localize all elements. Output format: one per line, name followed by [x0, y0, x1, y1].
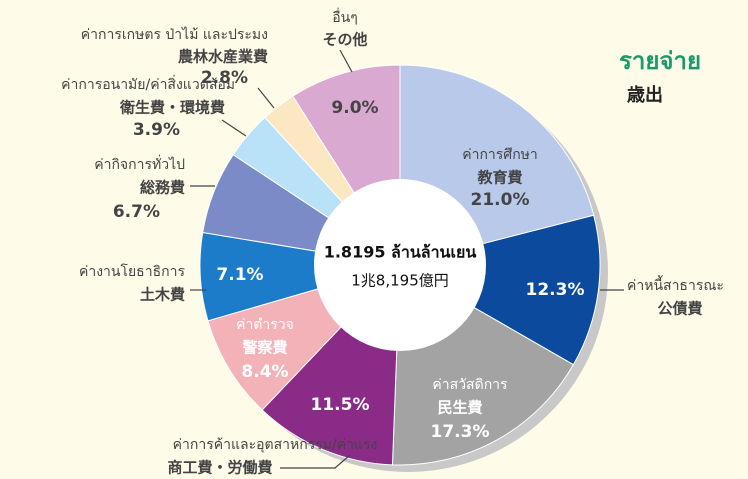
value-label: 7.1% — [216, 265, 263, 285]
leader-line — [257, 87, 275, 109]
category-label: ค่าการอนามัย/ค่าสิ่งแวดล้อม — [61, 75, 235, 93]
category-label: ค่าตำรวจ — [236, 317, 294, 333]
category-label-ja: 土木費 — [140, 286, 185, 304]
hole — [314, 179, 486, 351]
value-label: 12.3% — [526, 280, 585, 300]
value-label: 9.0% — [331, 98, 378, 118]
donut — [199, 64, 608, 472]
value-label: 8.4% — [241, 362, 288, 382]
category-label: ค่าการเกษตร ป่าไม้ และประมง — [81, 26, 268, 43]
leader-line — [221, 119, 247, 137]
category-label: ค่าหนี้สาธารณะ — [627, 275, 724, 294]
value-label: 17.3% — [431, 422, 490, 442]
heading: รายจ่าย — [619, 47, 701, 75]
category-label-ja: 農林水産業費 — [178, 48, 268, 66]
category-label: อื่นๆ — [332, 8, 358, 26]
category-label-ja: 教育費 — [476, 169, 522, 187]
value-label: 6.7% — [113, 202, 160, 222]
category-label-ja: 警察費 — [241, 339, 287, 357]
category-label: ค่าการศึกษา — [462, 147, 538, 163]
value-label: 11.5% — [311, 395, 370, 415]
category-label-ja: 商工費・労働費 — [167, 459, 272, 477]
value-label: 21.0% — [471, 190, 530, 210]
value-label: 3.9% — [133, 120, 180, 140]
labels: 1.8195 ล้านล้านเยน 1兆8,195億円 ค่าการศึกษา 教育… — [61, 8, 724, 477]
category-label-ja: 衛生費・環境費 — [119, 99, 225, 117]
leader-line — [280, 454, 351, 469]
category-label: ค่างานโยธาธิการ — [79, 263, 186, 280]
category-label: ค่าการค้าและอุตสาหกรรม/ค่าแรง — [173, 437, 378, 453]
category-label-ja: 公債費 — [657, 300, 702, 318]
leader-line — [339, 49, 353, 73]
center-title: 1.8195 ล้านล้านเยน — [324, 243, 477, 262]
value-label: 2.8% — [201, 68, 248, 88]
category-label-ja: 民生費 — [437, 399, 482, 417]
category-label: ค่ากิจการทั่วไป — [94, 155, 185, 173]
heading-ja: 歳出 — [627, 84, 663, 106]
category-label-ja: その他 — [322, 31, 367, 49]
center-subtitle: 1兆8,195億円 — [351, 272, 449, 290]
category-label-ja: 総務費 — [140, 179, 185, 197]
category-label: ค่าสวัสดิการ — [432, 377, 508, 393]
